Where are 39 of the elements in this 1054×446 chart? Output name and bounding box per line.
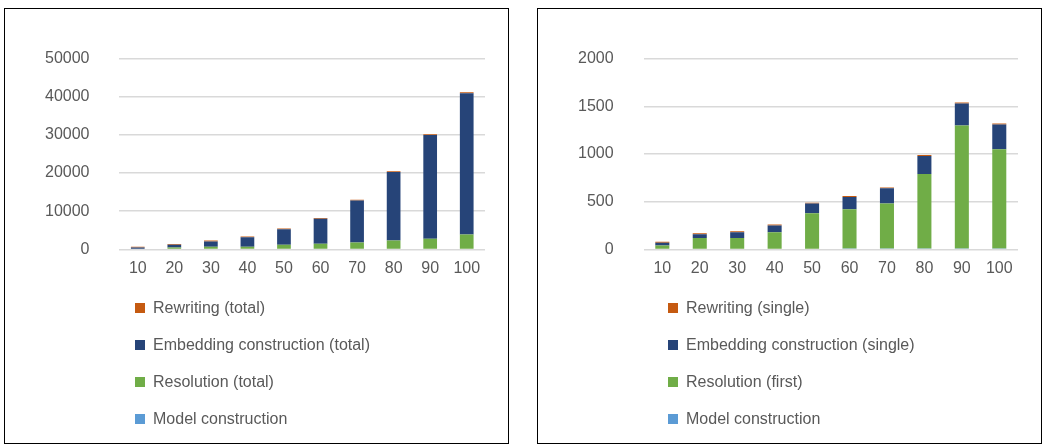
y-tick-label: 0 xyxy=(80,239,90,257)
x-tick-label: 80 xyxy=(384,259,403,277)
x-tick-label: 40 xyxy=(765,259,784,277)
legend-label: Model construction xyxy=(686,409,821,428)
legend-label: Model construction xyxy=(153,409,288,428)
x-tick-label: 70 xyxy=(348,259,367,277)
legend-label: Rewriting (single) xyxy=(686,298,810,317)
x-tick-label: 10 xyxy=(128,259,147,277)
legend-label: Embedding construction (total) xyxy=(153,335,370,354)
x-tick-label: 50 xyxy=(275,259,293,277)
y-tick-label: 1500 xyxy=(578,96,614,114)
legend-label: Resolution (first) xyxy=(686,372,803,391)
legend-label: Embedding construction (single) xyxy=(686,335,915,354)
y-tick-label: 500 xyxy=(586,192,614,210)
x-tick-label: 40 xyxy=(238,259,257,277)
x-tick-label: 20 xyxy=(690,259,709,277)
x-tick-label: 100 xyxy=(453,259,481,277)
legend-label: Resolution (total) xyxy=(153,372,274,391)
x-tick-label: 30 xyxy=(728,259,747,277)
y-tick-label: 10000 xyxy=(44,201,90,219)
x-tick-label: 90 xyxy=(421,259,440,277)
y-tick-label: 1000 xyxy=(578,144,614,162)
y-tick-label: 0 xyxy=(604,239,614,257)
y-tick-label: 20000 xyxy=(44,163,90,181)
y-tick-label: 50000 xyxy=(44,49,90,67)
x-tick-label: 60 xyxy=(311,259,330,277)
x-tick-label: 70 xyxy=(878,259,896,277)
x-tick-label: 90 xyxy=(952,259,971,277)
y-tick-label: 30000 xyxy=(44,125,90,143)
x-tick-label: 60 xyxy=(840,259,859,277)
legend-label: Rewriting (total) xyxy=(153,298,266,317)
x-tick-label: 10 xyxy=(653,259,672,277)
x-tick-label: 20 xyxy=(165,259,184,277)
y-tick-label: 2000 xyxy=(578,49,614,67)
x-tick-label: 50 xyxy=(803,259,822,277)
x-tick-label: 80 xyxy=(915,259,934,277)
y-tick-label: 40000 xyxy=(44,87,90,105)
x-tick-label: 100 xyxy=(985,259,1013,277)
x-tick-label: 30 xyxy=(201,259,220,277)
